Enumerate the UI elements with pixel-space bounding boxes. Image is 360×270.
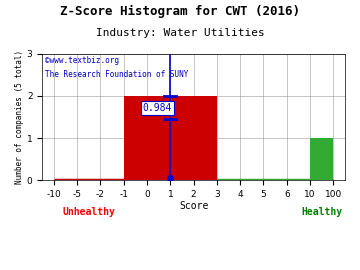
Text: Healthy: Healthy	[301, 207, 342, 217]
Text: Z-Score Histogram for CWT (2016): Z-Score Histogram for CWT (2016)	[60, 5, 300, 18]
Text: Industry: Water Utilities: Industry: Water Utilities	[96, 28, 264, 38]
Bar	[310, 138, 333, 180]
Bar	[124, 96, 217, 180]
X-axis label: Score: Score	[179, 201, 208, 211]
Text: Unhealthy: Unhealthy	[62, 207, 115, 217]
Text: The Research Foundation of SUNY: The Research Foundation of SUNY	[45, 70, 189, 79]
Text: ©www.textbiz.org: ©www.textbiz.org	[45, 56, 119, 65]
Text: 0.984: 0.984	[143, 103, 172, 113]
Y-axis label: Number of companies (5 total): Number of companies (5 total)	[15, 50, 24, 184]
